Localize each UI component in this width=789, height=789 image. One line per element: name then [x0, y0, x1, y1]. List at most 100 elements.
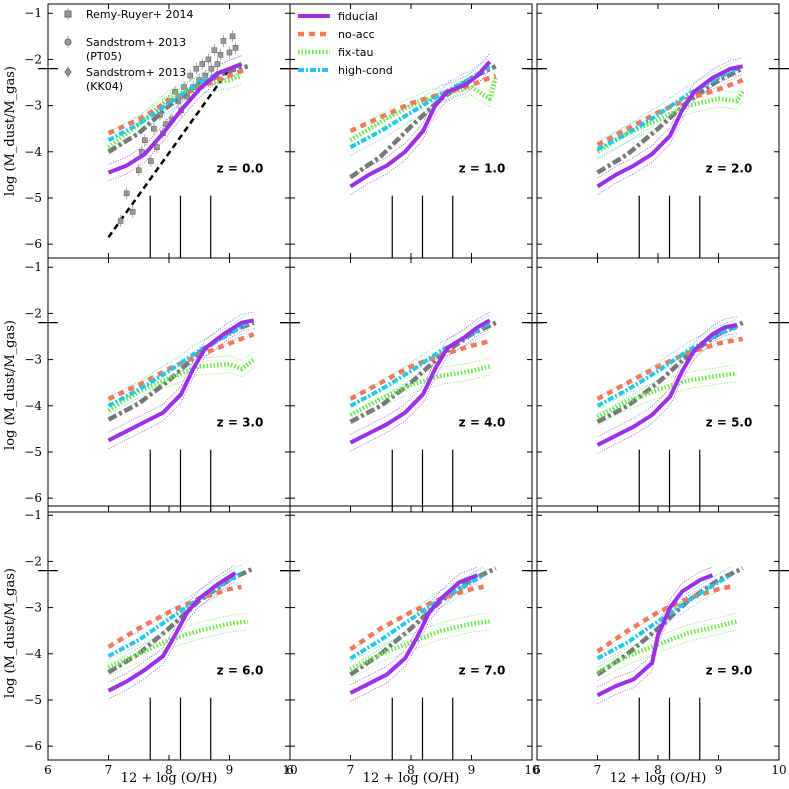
y-axis-title: log (M_dust/M_gas) — [3, 320, 18, 450]
envelope-fiducial — [597, 74, 743, 196]
legend-label-fiducial: fiducial — [338, 10, 378, 23]
redshift-label: z = 6.0 — [217, 664, 264, 678]
x-tick-label: 7 — [105, 763, 113, 777]
observed-fit-line — [107, 67, 231, 238]
redshift-label: z = 0.0 — [217, 162, 264, 176]
x-tick-label: 7 — [347, 763, 355, 777]
envelope-fix-tau — [108, 367, 254, 420]
envelope-fix-tau — [108, 612, 248, 660]
x-tick-label: 9 — [468, 763, 476, 777]
panel-3: z = 2.0 — [527, 3, 789, 259]
panel-9: 6 7 8 9 10 z = 9.0 — [527, 505, 789, 777]
observation-point — [135, 167, 142, 174]
legend-label-no-acc: no-acc — [338, 28, 375, 41]
y-tick-label: −2 — [24, 554, 42, 568]
envelope-fix-tau — [350, 357, 490, 408]
envelope-high-cond — [350, 566, 484, 651]
panels-layer: −1−2−3−4−5−6z = 0.0 z = 1.0 z = 2.0−1−2−3−… — [24, 3, 789, 777]
redshift-label: z = 5.0 — [706, 416, 753, 430]
x-axis-title: 12 + log (O/H) — [121, 771, 218, 786]
envelope-high-cond — [597, 583, 731, 668]
panel-8: 6 7 8 9 10 z = 7.0 — [280, 505, 542, 777]
series-fiducial — [596, 323, 738, 447]
series-gray — [596, 320, 744, 424]
y-tick-label: −5 — [24, 445, 42, 459]
observation-point — [211, 47, 218, 53]
legend-marker-circle — [64, 38, 72, 46]
y-tick-label: −2 — [24, 52, 42, 66]
x-tick-label: 10 — [524, 763, 539, 777]
panel-6: z = 5.0 — [527, 257, 789, 513]
envelope-fiducial — [108, 564, 236, 683]
envelope-fix-tau — [350, 629, 490, 679]
redshift-label: z = 4.0 — [459, 416, 506, 430]
panel-frame — [289, 505, 533, 761]
observation-point — [232, 45, 239, 51]
observation-point — [148, 158, 154, 164]
observation-point — [181, 84, 187, 90]
series-fiducial — [107, 318, 255, 443]
x-tick-label: 10 — [282, 763, 297, 777]
envelope-fiducial — [597, 332, 737, 454]
series-fiducial — [596, 64, 744, 189]
observation-point — [129, 209, 136, 215]
x-tick-label: 8 — [407, 763, 415, 777]
envelope-high-cond — [108, 55, 242, 133]
y-tick-label: −1 — [24, 260, 42, 274]
series-no-acc — [596, 78, 744, 147]
observation-point — [151, 125, 157, 132]
panel-frame — [47, 257, 291, 513]
envelope-fix-tau — [350, 69, 497, 133]
x-tick-label: 10 — [771, 763, 786, 777]
legend-label: (KK04) — [86, 80, 123, 93]
envelope-fiducial — [350, 328, 490, 452]
y-tick-label: −3 — [24, 601, 42, 615]
redshift-label: z = 1.0 — [459, 162, 506, 176]
panel-5: z = 4.0 — [280, 257, 542, 513]
envelope-fix-tau — [597, 612, 737, 665]
series-fiducial — [349, 318, 491, 445]
x-tick-label: 6 — [533, 763, 541, 777]
series-no-acc — [596, 336, 744, 401]
series-high-cond — [107, 571, 243, 658]
redshift-label: z = 3.0 — [217, 416, 264, 430]
series-fiducial — [349, 60, 492, 189]
observation-point — [199, 61, 206, 67]
envelope-high-cond — [350, 313, 490, 398]
envelope-high-cond — [108, 313, 248, 398]
x-tick-label: 6 — [44, 763, 52, 777]
envelope-high-cond — [350, 583, 484, 668]
x-tick-label: 9 — [715, 763, 723, 777]
y-tick-label: −4 — [24, 145, 42, 159]
observation-point — [226, 49, 233, 56]
x-tick-label: 7 — [594, 763, 602, 777]
redshift-label: z = 7.0 — [459, 664, 506, 678]
legend-label-high-cond: high-cond — [338, 64, 393, 77]
legend-label: Sandstrom+ 2013 — [86, 36, 186, 49]
envelope-fiducial — [108, 311, 254, 433]
panel-frame — [47, 505, 291, 761]
series-fix-tau — [107, 357, 256, 413]
x-axis-title: 12 + log (O/H) — [610, 771, 707, 786]
envelope-high-cond — [597, 566, 731, 651]
series-no-acc — [349, 584, 485, 652]
observation-point — [117, 218, 124, 224]
legend-marker-diamond — [64, 67, 72, 77]
series-gray — [596, 66, 744, 175]
x-tick-label: 9 — [226, 763, 234, 777]
panel-1: −1 −2 −3 −4 −5 −6 z = 0.0 — [24, 3, 300, 259]
legend-label-fix-tau: fix-tau — [338, 46, 373, 59]
x-axis-titles: 12 + log (O/H) 12 + log (O/H) 12 + log (O/… — [121, 771, 707, 786]
envelope-fiducial — [350, 53, 491, 179]
panel-4: −1 −2 −3 −4 −5 −6 z = 3.0 — [24, 257, 300, 513]
legend-label: (PT05) — [86, 50, 122, 63]
legend-marker-square — [64, 10, 72, 18]
observation-point — [220, 38, 227, 44]
y-tick-label: −1 — [24, 6, 42, 20]
x-axis-title: 12 + log (O/H) — [363, 771, 460, 786]
series-high-cond — [596, 325, 738, 408]
observation-point — [193, 65, 200, 72]
series-gray — [349, 320, 497, 424]
series-fiducial — [596, 573, 714, 698]
observation-point — [217, 51, 224, 58]
